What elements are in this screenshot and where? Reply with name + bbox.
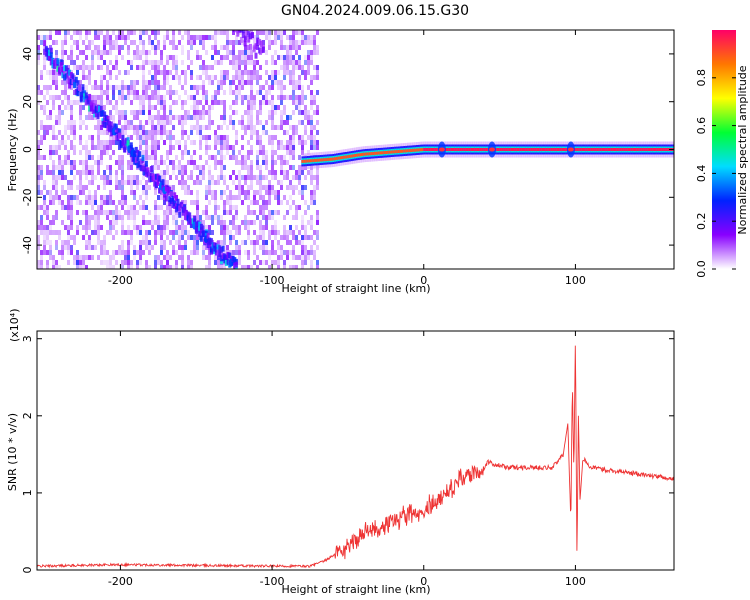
snr-x-ticks: -200 -100 0 100 xyxy=(108,331,586,588)
spectrogram-panel: -200 -100 0 100 40 20 0 -20 -40 Height of strai… xyxy=(6,29,675,295)
spectrogram-x-tick-label: 0 xyxy=(420,274,427,287)
snr-y-tick-label: 1 xyxy=(21,489,34,496)
spectrogram-y-tick-label: -40 xyxy=(21,236,34,254)
figure-title: GN04.2024.009.06.15.G30 xyxy=(281,3,469,19)
snr-x-label: Height of straight line (km) xyxy=(281,583,430,596)
spectrogram-y-ticks: 40 20 0 -20 -40 xyxy=(21,47,674,254)
colorbar: 0.0 0.2 0.4 0.6 0.8 Normalized spectral ampl… xyxy=(695,30,749,278)
snr-y-tick-label: 0 xyxy=(21,567,34,574)
spectrogram-y-tick-label: 40 xyxy=(21,47,34,61)
snr-x-tick-label: -100 xyxy=(260,575,285,588)
colorbar-tick-label: 0.4 xyxy=(695,165,708,183)
spectrogram-x-tick-label: -200 xyxy=(108,274,133,287)
spectrogram-y-label: Frequency (Hz) xyxy=(6,109,19,192)
spectrogram-y-tick-label: 20 xyxy=(21,95,34,109)
spectrogram-x-ticks: -200 -100 0 100 xyxy=(108,30,586,287)
snr-series-line xyxy=(37,345,674,569)
spectrogram-y-tick-label: 0 xyxy=(21,146,34,153)
snr-y-ticks: 0 1 2 3 xyxy=(21,335,674,574)
snr-frame xyxy=(36,330,675,571)
snr-x-tick-label: 0 xyxy=(420,575,427,588)
colorbar-tick-label: 0.6 xyxy=(695,117,708,135)
snr-panel: -200 -100 0 100 0 1 2 3 Height of straight lin… xyxy=(6,309,675,596)
spectrogram-x-label: Height of straight line (km) xyxy=(281,282,430,295)
colorbar-tick-label: 0.2 xyxy=(695,212,708,230)
snr-scale-label: (x10⁴) xyxy=(8,309,21,343)
spectrogram-x-tick-label: -100 xyxy=(260,274,285,287)
colorbar-ticks: 0.0 0.2 0.4 0.6 0.8 xyxy=(695,69,736,278)
snr-x-tick-label: -200 xyxy=(108,575,133,588)
spectrogram-image xyxy=(37,30,674,269)
colorbar-tick-label: 0.8 xyxy=(695,69,708,87)
snr-x-tick-label: 100 xyxy=(565,575,586,588)
spectrogram-x-tick-label: 100 xyxy=(565,274,586,287)
snr-y-tick-label: 3 xyxy=(21,335,34,342)
snr-y-tick-label: 2 xyxy=(21,412,34,419)
colorbar-gradient xyxy=(712,30,736,269)
colorbar-label: Normalized spectral amplitude xyxy=(736,65,749,234)
spectrogram-y-tick-label: -20 xyxy=(21,188,34,206)
colorbar-tick-label: 0.0 xyxy=(695,260,708,278)
snr-line-area xyxy=(37,345,674,569)
snr-y-label: SNR (10 * v/v) xyxy=(6,413,19,491)
